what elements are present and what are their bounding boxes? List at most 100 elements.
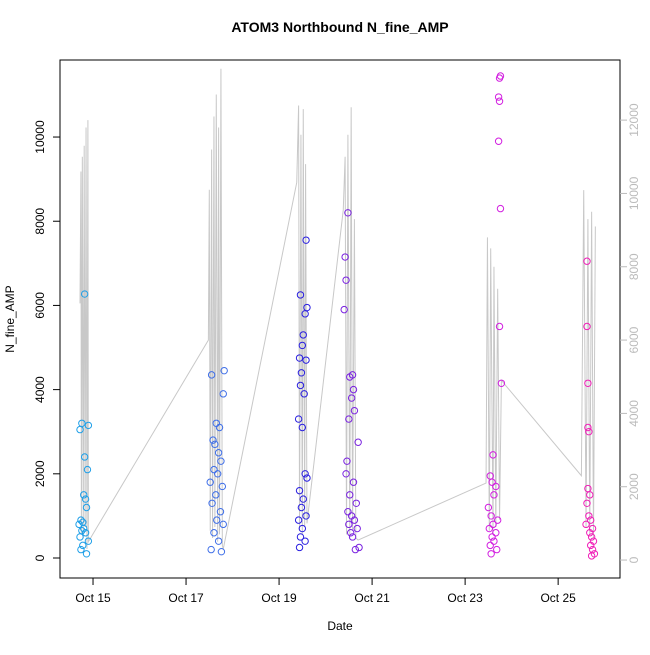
scatter-point bbox=[215, 423, 224, 432]
scatter-point bbox=[345, 520, 353, 529]
scatter-point bbox=[302, 356, 310, 364]
y-tick-label: 10000 bbox=[33, 120, 47, 154]
y-tick-label: 6000 bbox=[33, 292, 47, 319]
scatter-point bbox=[303, 474, 311, 482]
scatter-point bbox=[75, 520, 83, 529]
scatter-point bbox=[208, 499, 216, 507]
scatter-point bbox=[302, 512, 310, 520]
scatter-point bbox=[210, 529, 218, 537]
scatter-point bbox=[82, 503, 91, 512]
scatter-point bbox=[582, 520, 590, 529]
scatter-point bbox=[347, 394, 356, 402]
scatter-point bbox=[355, 543, 363, 552]
x-tick-label: Oct 25 bbox=[540, 591, 576, 605]
y2-tick-label: 4000 bbox=[627, 400, 641, 427]
y-axis-label: N_fine_AMP bbox=[3, 285, 17, 352]
y-tick-label: 8000 bbox=[33, 208, 47, 235]
scatter-point bbox=[212, 419, 220, 427]
y-tick-label: 0 bbox=[33, 554, 47, 561]
scatter-point bbox=[344, 507, 352, 516]
scatter-point bbox=[296, 533, 305, 541]
scatter-point bbox=[82, 550, 91, 558]
scatter-point bbox=[210, 465, 218, 474]
scatter-point bbox=[217, 547, 226, 556]
scatter-point bbox=[219, 520, 227, 529]
scatter-point bbox=[489, 520, 497, 529]
scatter-point bbox=[345, 415, 353, 423]
scatter-point bbox=[343, 457, 351, 465]
x-axis-label: Date bbox=[327, 619, 353, 633]
scatter-point bbox=[346, 491, 354, 499]
scatter-point bbox=[488, 478, 496, 486]
scatter-point bbox=[349, 478, 358, 486]
scatter-point bbox=[587, 552, 596, 560]
scatter-point bbox=[350, 406, 359, 415]
scatter-point bbox=[587, 533, 596, 541]
scatter-point bbox=[494, 137, 503, 145]
y2-tick-label: 0 bbox=[627, 556, 641, 563]
scatter-point bbox=[586, 516, 595, 524]
scatter-point bbox=[584, 423, 592, 432]
scatter-point bbox=[583, 257, 591, 265]
scatter-point bbox=[585, 512, 593, 520]
scatter-point bbox=[216, 507, 225, 516]
scatter-point bbox=[80, 290, 89, 298]
scatter-point bbox=[294, 516, 303, 524]
scatter-point bbox=[83, 465, 92, 474]
scatter-point bbox=[352, 499, 360, 507]
y-tick-label: 4000 bbox=[33, 376, 47, 403]
scatter-point bbox=[80, 524, 88, 533]
scatter-point bbox=[207, 545, 215, 554]
scatter-point bbox=[295, 354, 304, 362]
scatter-point bbox=[299, 495, 307, 503]
scatter-point bbox=[302, 236, 310, 244]
chart-title: ATOM3 Northbound N_fine_AMP bbox=[231, 19, 448, 35]
scatter-point bbox=[301, 537, 309, 545]
scatter-point bbox=[586, 541, 595, 550]
scatter-point bbox=[218, 482, 227, 491]
scatter-point bbox=[353, 524, 361, 533]
scatter-point bbox=[586, 491, 594, 499]
scatter-point bbox=[348, 533, 357, 541]
scatter-point bbox=[207, 371, 216, 379]
scatter-point bbox=[351, 545, 360, 554]
y2-tick-label: 8000 bbox=[627, 253, 641, 280]
scatter-point bbox=[81, 529, 90, 537]
scatter-point bbox=[344, 209, 352, 217]
scatter-point bbox=[299, 331, 307, 339]
plot-frame bbox=[59, 59, 621, 579]
scatter-point bbox=[492, 482, 500, 491]
scatter-point bbox=[487, 512, 495, 520]
scatter-point bbox=[297, 503, 306, 512]
y2-tick-label: 6000 bbox=[627, 326, 641, 353]
scatter-point bbox=[583, 322, 591, 331]
scatter-point bbox=[484, 503, 493, 512]
scatter-point bbox=[490, 491, 498, 499]
scatter-point bbox=[341, 253, 349, 261]
y-tick-label: 2000 bbox=[33, 460, 47, 487]
scatter-point bbox=[76, 425, 84, 434]
scatter-point bbox=[583, 499, 591, 507]
scatter-point bbox=[298, 423, 307, 432]
scatter-point bbox=[79, 541, 87, 550]
scatter-point bbox=[80, 453, 89, 461]
x-tick-label: Oct 15 bbox=[75, 591, 111, 605]
scatter-point bbox=[495, 74, 504, 82]
scatter-point bbox=[492, 529, 500, 537]
scatter-point bbox=[495, 322, 504, 331]
x-tick-label: Oct 21 bbox=[354, 591, 390, 605]
scatter-point bbox=[494, 93, 503, 101]
scatter-point bbox=[77, 516, 85, 524]
scatter-point bbox=[81, 495, 90, 503]
scatter-point bbox=[354, 438, 362, 446]
scatter-point bbox=[342, 470, 350, 478]
scatter-point bbox=[488, 533, 496, 541]
y2-tick-label: 12000 bbox=[627, 103, 641, 137]
scatter-point bbox=[495, 97, 504, 105]
scatter-point bbox=[219, 390, 227, 398]
scatter-point bbox=[212, 491, 220, 499]
scatter-point bbox=[80, 491, 88, 499]
scatter-point bbox=[84, 537, 93, 545]
